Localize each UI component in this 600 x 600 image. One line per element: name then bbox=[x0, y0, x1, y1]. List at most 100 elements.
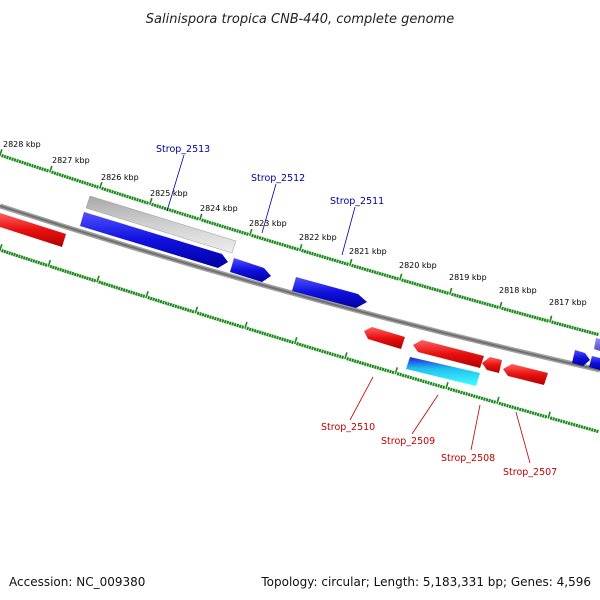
gene-arrow[interactable] bbox=[482, 357, 502, 373]
tick-mark bbox=[491, 303, 494, 308]
tick-mark bbox=[411, 281, 414, 285]
tick-mark bbox=[276, 241, 279, 246]
tick-mark bbox=[216, 223, 219, 227]
tick-mark bbox=[166, 302, 170, 306]
gene-arrow[interactable] bbox=[589, 356, 600, 370]
tick-mark bbox=[146, 201, 149, 205]
tick-mark bbox=[133, 197, 137, 201]
gene-arrow[interactable] bbox=[503, 364, 548, 385]
tick-mark bbox=[86, 276, 89, 281]
tick-mark bbox=[115, 285, 119, 290]
gene-arrow[interactable] bbox=[594, 338, 600, 351]
tick-mark bbox=[213, 222, 217, 226]
tick-mark bbox=[296, 341, 299, 346]
tick-mark bbox=[46, 168, 49, 173]
tick-mark bbox=[3, 154, 7, 159]
tick-mark bbox=[66, 175, 69, 180]
tick-mark bbox=[511, 309, 514, 314]
tick-mark bbox=[500, 402, 504, 407]
gene-arrow[interactable] bbox=[364, 327, 405, 349]
tick-mark bbox=[179, 305, 183, 310]
tick-mark bbox=[63, 174, 67, 179]
tick-mark bbox=[406, 375, 410, 379]
tick-mark bbox=[477, 395, 481, 400]
tick-mark bbox=[311, 251, 314, 256]
tick-mark bbox=[486, 302, 489, 307]
tick-mark bbox=[221, 224, 224, 229]
tick-mark bbox=[516, 406, 520, 411]
tick-mark bbox=[378, 366, 382, 371]
gene-label-strop-2510[interactable]: Strop_2510 bbox=[321, 422, 375, 433]
tick-mark bbox=[563, 323, 567, 328]
tick-mark bbox=[91, 183, 94, 188]
tick-mark bbox=[162, 300, 165, 305]
gene-arrow[interactable] bbox=[292, 277, 367, 308]
tick-mark bbox=[343, 261, 347, 266]
tick-mark bbox=[554, 417, 558, 422]
gene-arrow[interactable] bbox=[85, 195, 237, 254]
tick-mark bbox=[439, 384, 443, 389]
gene-label-strop-2509[interactable]: Strop_2509 bbox=[381, 436, 435, 447]
tick-mark bbox=[493, 400, 497, 404]
gene-label-strop-2512[interactable]: Strop_2512 bbox=[251, 173, 305, 184]
tick-mark bbox=[544, 414, 548, 419]
tick-mark bbox=[281, 337, 284, 342]
tick-mark bbox=[580, 425, 584, 429]
tick-mark bbox=[213, 316, 217, 321]
tick-mark bbox=[11, 157, 14, 161]
tick-mark bbox=[181, 212, 184, 216]
tick-mark bbox=[37, 260, 41, 265]
tick-mark bbox=[18, 159, 22, 164]
tick-mark bbox=[174, 304, 178, 309]
gene-label-strop-2508[interactable]: Strop_2508 bbox=[441, 453, 495, 464]
tick-mark bbox=[211, 221, 214, 226]
gene-arrow[interactable] bbox=[230, 258, 271, 282]
gene-labels: Strop_2513 Strop_2512 Strop_2511 Strop_2… bbox=[156, 144, 557, 478]
tick-mark bbox=[138, 198, 142, 203]
tick-mark bbox=[151, 202, 154, 207]
kbp-label: 2817 kbp bbox=[549, 298, 587, 307]
tick-mark bbox=[411, 376, 415, 381]
gene-arrow[interactable] bbox=[0, 213, 66, 247]
tick-mark bbox=[457, 389, 461, 394]
tick-mark bbox=[281, 242, 284, 247]
kbp-labels: 2828 kbp 2827 kbp 2826 kbp 2825 kbp 2824… bbox=[3, 140, 587, 307]
tick-mark bbox=[404, 374, 408, 378]
tick-mark bbox=[384, 368, 387, 372]
tick-mark bbox=[263, 332, 267, 336]
tick-mark bbox=[278, 242, 282, 246]
tick-mark bbox=[539, 413, 543, 418]
tick-mark bbox=[231, 322, 235, 326]
tick-mark bbox=[120, 287, 124, 292]
tick-mark bbox=[266, 332, 269, 337]
tick-mark bbox=[15, 253, 19, 258]
reverse-genes bbox=[0, 213, 548, 386]
tick-mark bbox=[526, 313, 529, 318]
tick-mark bbox=[311, 346, 314, 351]
kbp-label: 2820 kbp bbox=[399, 261, 437, 270]
tick-mark bbox=[328, 351, 332, 356]
kbp-label: 2823 kbp bbox=[249, 219, 287, 228]
tick-mark bbox=[571, 325, 574, 330]
gene-label-strop-2507[interactable]: Strop_2507 bbox=[503, 467, 557, 478]
gene-label-strop-2511[interactable]: Strop_2511 bbox=[330, 196, 384, 207]
tick-mark bbox=[184, 307, 188, 312]
gene-arrow[interactable] bbox=[413, 340, 484, 368]
tick-mark bbox=[501, 306, 504, 311]
tick-mark bbox=[338, 260, 342, 264]
tick-mark bbox=[306, 344, 309, 349]
tick-mark bbox=[318, 348, 322, 353]
gene-arrow[interactable] bbox=[572, 350, 590, 366]
tick-mark bbox=[391, 275, 394, 280]
tick-mark bbox=[562, 420, 566, 424]
tick-mark bbox=[526, 409, 530, 414]
gene-arrow[interactable] bbox=[406, 357, 480, 386]
tick-mark bbox=[529, 410, 532, 415]
tick-mark bbox=[419, 378, 423, 383]
tick-mark bbox=[344, 352, 348, 360]
gene-label-strop-2513[interactable]: Strop_2513 bbox=[156, 144, 210, 155]
tick-mark bbox=[43, 168, 47, 172]
tick-mark bbox=[283, 338, 287, 342]
gene-arrow[interactable] bbox=[80, 212, 228, 268]
tick-mark bbox=[56, 172, 59, 176]
